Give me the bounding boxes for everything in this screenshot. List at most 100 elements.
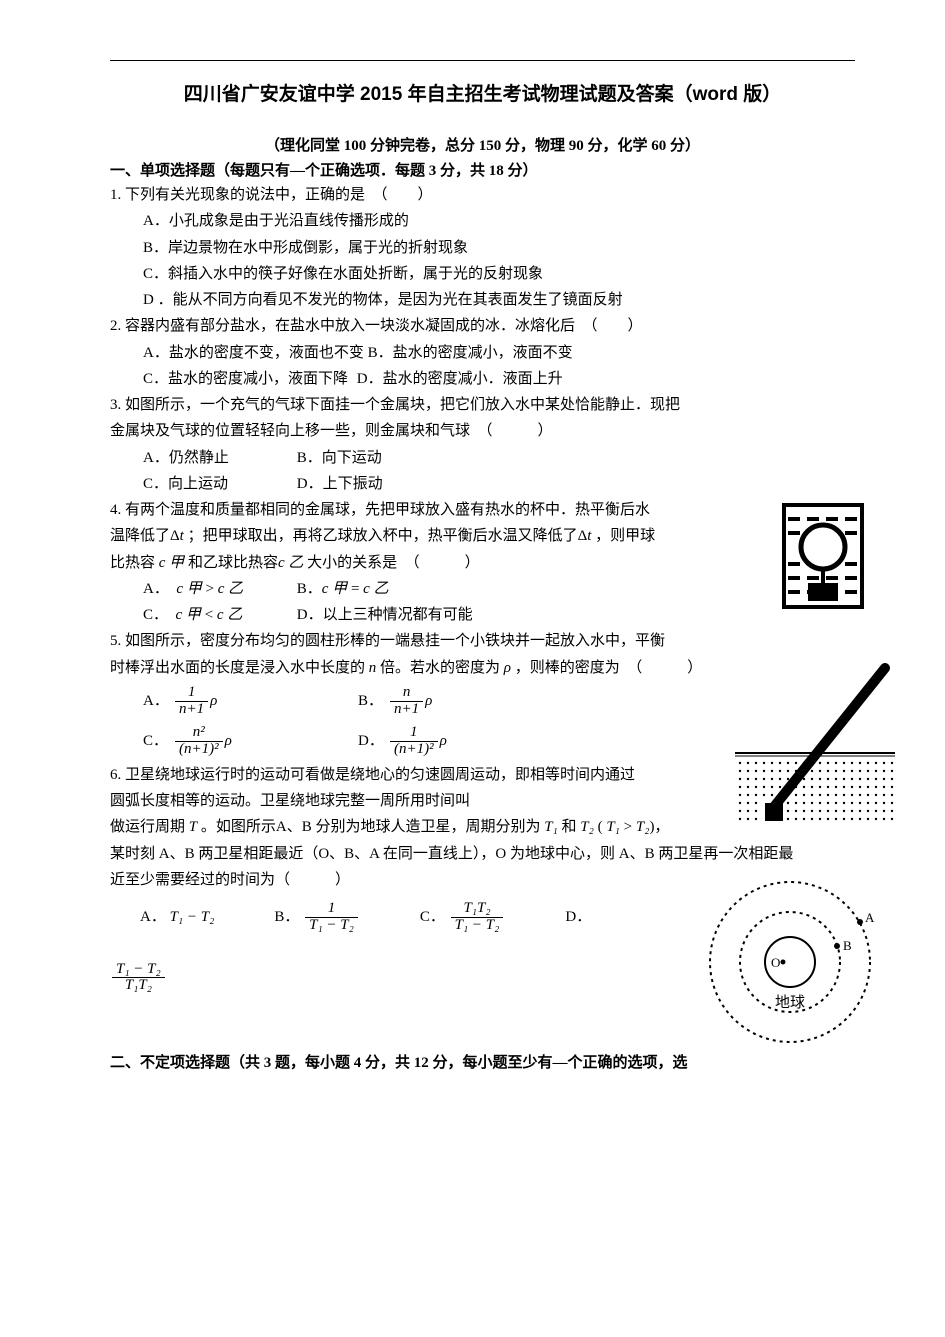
- q6-b-den: T₁ − T₂: [305, 918, 358, 934]
- q6-stem-3a: 做运行周期: [110, 819, 189, 835]
- q2-stem: 2. 容器内盛有部分盐水，在盐水中放入一块淡水凝固成的冰．冰熔化后 （ ）: [110, 313, 855, 339]
- q4-a-rel: >: [202, 581, 218, 597]
- q4-a-cyi: c 乙: [218, 581, 243, 597]
- q6-b-label: B．: [274, 904, 299, 930]
- q5-d-num: 1: [390, 725, 438, 742]
- q5-d-rho: ρ: [440, 728, 447, 754]
- beaker-figure: [770, 497, 875, 617]
- question-4: 4. 有两个温度和质量都相同的金属球，先把甲球放入盛有热水的杯中．热平衡后水 温…: [110, 497, 855, 628]
- q4-a-cjia: c 甲: [176, 581, 201, 597]
- q4-stem-3b: 和乙球比热容: [188, 555, 278, 571]
- q6-opt-a: A． T₁ − T₂: [140, 904, 214, 930]
- q4-c-cjia: c 甲: [176, 607, 201, 623]
- q5-c-rho: ρ: [225, 728, 232, 754]
- q3-opt-a: A．仍然静止: [143, 445, 293, 471]
- question-1: 1. 下列有关光现象的说法中，正确的是 （ ） A．小孔成象是由于光沿直线传播形…: [110, 182, 855, 313]
- q2-opt-a: A．盐水的密度不变，液面也不变: [143, 340, 364, 366]
- q1-stem: 1. 下列有关光现象的说法中，正确的是 （ ）: [110, 182, 855, 208]
- q5-a-num: 1: [175, 685, 208, 702]
- q5-c-label: C．: [143, 728, 173, 754]
- q6-e-den: T₁T₂: [112, 978, 165, 994]
- q5-stem-2c: ，则棒的密度为 （ ）: [515, 660, 703, 676]
- q6-stem-3c: 和: [562, 819, 577, 835]
- q4-opt-a: A． c 甲 > c 乙: [143, 576, 293, 602]
- q3-opt-b: B．向下运动: [297, 445, 507, 471]
- earth-label: 地球: [775, 994, 805, 1011]
- q2-opt-d: D．盐水的密度减小．液面上升: [357, 366, 567, 392]
- question-2: 2. 容器内盛有部分盐水，在盐水中放入一块淡水凝固成的冰．冰熔化后 （ ） A．…: [110, 313, 855, 392]
- q2-opt-c: C．盐水的密度减小，液面下降: [143, 366, 353, 392]
- q6-c-label: C．: [420, 904, 445, 930]
- q4-c-rel: <: [201, 607, 217, 623]
- q4-b-cyi: c 乙: [363, 581, 388, 597]
- q4-stem-3c: 大小的关系是 （ ）: [307, 555, 480, 571]
- q5-opt-a: A． 1n+1 ρ: [143, 685, 358, 718]
- q5-a-den: n+1: [175, 702, 208, 718]
- q5-d-label: D．: [358, 728, 388, 754]
- q5-c-den: (n+1)²: [175, 742, 223, 758]
- q4-b-cjia: c 甲: [322, 581, 347, 597]
- q5-opt-d: D． 1(n+1)² ρ: [358, 725, 573, 758]
- q4-stem-1: 4. 有两个温度和质量都相同的金属球，先把甲球放入盛有热水的杯中．热平衡后水: [110, 497, 735, 523]
- q5-d-den: (n+1)²: [390, 742, 438, 758]
- q5-n: n: [369, 660, 377, 676]
- q4-c-label: C．: [143, 607, 176, 623]
- q5-b-label: B．: [358, 688, 388, 714]
- q3-stem-1: 3. 如图所示，一个充气的气球下面挂一个金属块，把它们放入水中某处恰能静止．现把: [110, 392, 855, 418]
- section-1-heading: 一、单项选择题（每题只有—个正确选项．每题 3 分，共 18 分）: [110, 159, 855, 180]
- q1-opt-a: A．小孔成象是由于光沿直线传播形成的: [143, 208, 855, 234]
- q3-stem-2: 金属块及气球的位置轻轻向上移一些，则金属块和气球 （ ）: [110, 418, 855, 444]
- question-6: O B A 地球 6. 卫星绕地球运行时的运动可看做是绕地心的匀速圆周运动，即相…: [110, 762, 855, 994]
- q6-e-num: T₁ − T₂: [112, 962, 165, 979]
- q5-b-den: n+1: [390, 702, 423, 718]
- q4-c-jia-1: c 甲: [159, 555, 184, 571]
- q4-stem-2: 温降低了Δt ；把甲球取出，再将乙球放入杯中，热平衡后水温又降低了Δt ，则甲球: [110, 523, 735, 549]
- q5-stem-1: 5. 如图所示，密度分布均匀的圆柱形棒的一端悬挂一个小铁块并一起放入水中，平衡: [110, 628, 705, 654]
- q6-stem-3b: 。如图所示A、B 分别为地球人造卫星，周期分别为: [201, 819, 544, 835]
- q6-a-expr: T₁ − T₂: [170, 904, 215, 930]
- q1-opt-b: B．岸边景物在水中形成倒影，属于光的折射现象: [143, 235, 855, 261]
- q4-stem-2c: ，则甲球: [595, 528, 655, 544]
- q4-stem-2a: 温降低了Δ: [110, 528, 180, 544]
- q5-c-num: n²: [175, 725, 223, 742]
- q6-c-den: T₁ − T₂: [451, 918, 504, 934]
- q6-stem-3: 做运行周期 T 。如图所示A、B 分别为地球人造卫星，周期分别为 T₁ 和 T₂…: [110, 814, 855, 840]
- q4-b-rel: =: [347, 581, 363, 597]
- svg-text:O: O: [771, 955, 780, 970]
- q4-opt-d: D．以上三种情况都有可能: [297, 602, 473, 628]
- q3-opt-c: C．向上运动: [143, 471, 293, 497]
- question-3: 3. 如图所示，一个充气的气球下面挂一个金属块，把它们放入水中某处恰能静止．现把…: [110, 392, 855, 497]
- doc-subtitle: （理化同堂 100 分钟完卷，总分 150 分，物理 90 分，化学 60 分）: [110, 134, 855, 155]
- q6-stem-2: 圆弧长度相等的运动。卫星绕地球完整一周所用时间叫: [110, 788, 855, 814]
- section-2-heading: 二、不定项选择题（共 3 题，每小题 4 分，共 12 分，每小题至少有—个正确…: [110, 1051, 855, 1072]
- q6-T2-b: T₂: [636, 819, 650, 835]
- question-5: 5. 如图所示，密度分布均匀的圆柱形棒的一端悬挂一个小铁块并一起放入水中，平衡 …: [110, 628, 855, 762]
- q4-stem-3: 比热容 c 甲 和乙球比热容c 乙 大小的关系是 （ ）: [110, 550, 735, 576]
- q6-T1-b: T₁: [606, 819, 620, 835]
- q6-a-label: A．: [140, 904, 166, 930]
- q2-opt-b: B．盐水的密度减小，液面不变: [368, 340, 578, 366]
- q6-stem-4: 某时刻 A、B 两卫星相距最近（O、B、A 在同一直线上），O 为地球中心，则 …: [110, 841, 855, 867]
- q5-stem-2: 时棒浮出水面的长度是浸入水中长度的 n 倍。若水的密度为 ρ ，则棒的密度为 （…: [110, 655, 705, 681]
- q5-b-num: n: [390, 685, 423, 702]
- q4-stem-2b: ；把甲球取出，再将乙球放入杯中，热平衡后水温又降低了Δ: [188, 528, 588, 544]
- q6-stem-1: 6. 卫星绕地球运行时的运动可看做是绕地心的匀速圆周运动，即相等时间内通过: [110, 762, 855, 788]
- q4-b-label: B．: [297, 581, 322, 597]
- svg-text:A: A: [865, 910, 875, 925]
- q6-b-num: 1: [305, 901, 358, 918]
- q6-stem-3f: )，: [649, 819, 669, 835]
- svg-text:B: B: [843, 938, 852, 953]
- q5-rho: ρ: [504, 660, 511, 676]
- q4-delta-t-1: t: [180, 528, 184, 544]
- q5-opt-b: B． nn+1 ρ: [358, 685, 573, 718]
- q5-stem-2a: 时棒浮出水面的长度是浸入水中长度的: [110, 660, 369, 676]
- q5-a-rho: ρ: [210, 688, 217, 714]
- q1-opt-c: C．斜插入水中的筷子好像在水面处折断，属于光的反射现象: [143, 261, 855, 287]
- q6-T2-a: T₂: [580, 819, 594, 835]
- q4-a-label: A．: [143, 581, 176, 597]
- q6-opt-c: C． T₁T₂T₁ − T₂: [420, 901, 506, 934]
- q6-c-num: T₁T₂: [451, 901, 504, 918]
- q4-c-yi-1: c 乙: [278, 555, 303, 571]
- q6-T: T: [189, 819, 197, 835]
- q6-opt-b: B． 1T₁ − T₂: [274, 901, 360, 934]
